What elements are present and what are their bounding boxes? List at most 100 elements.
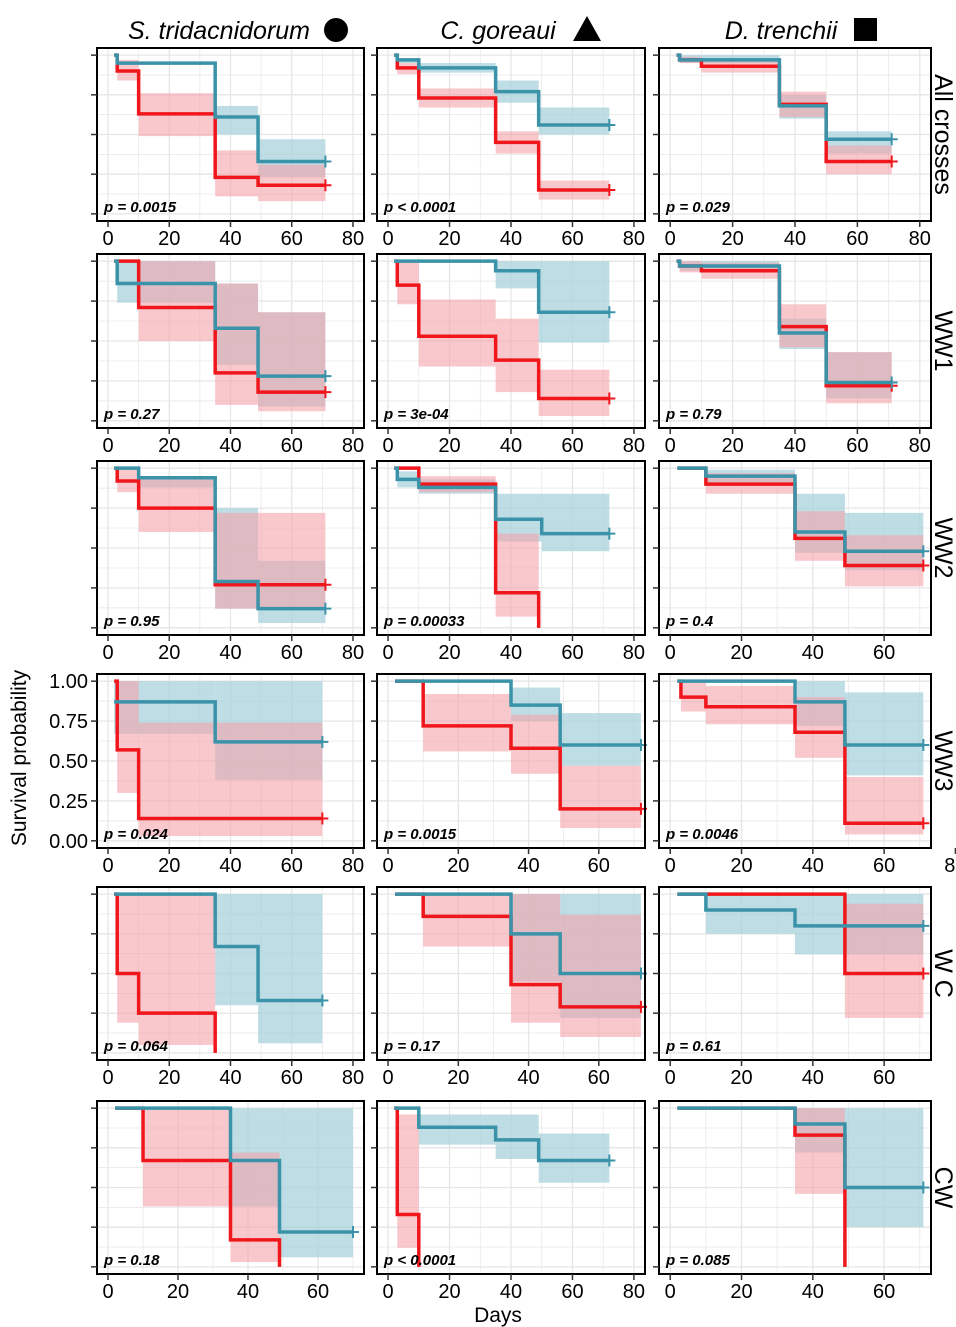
blue-confidence-band: [215, 105, 259, 135]
x-tick-label: 0: [102, 1067, 113, 1089]
red-confidence-band: [138, 894, 216, 1045]
x-tick-label: 40: [802, 855, 824, 877]
x-tick-label: 20: [438, 435, 460, 457]
blue-confidence-band: [538, 1133, 610, 1183]
panel-cw-c-goreaui: 0 20 40 60 80 p < 0.0001: [371, 1100, 646, 1303]
red-censor-mark: [319, 578, 332, 591]
blue-survival-curve: [394, 53, 610, 127]
p-value-label: p = 0.4: [665, 613, 714, 630]
p-value-label: p = 0.79: [665, 406, 722, 423]
red-confidence-band: [844, 776, 924, 835]
x-tick-label: 40: [500, 1281, 522, 1303]
x-tick-label: 20: [447, 1067, 469, 1089]
x-tick-label: 20: [730, 1281, 752, 1303]
blue-survival-curve: [114, 53, 326, 164]
x-tick-label: 80: [342, 1067, 364, 1089]
p-value-label: p = 0.27: [103, 406, 160, 423]
red-confidence-band: [795, 1108, 845, 1194]
x-tick-label: 40: [784, 435, 806, 457]
x-tick-label: 20: [158, 642, 180, 664]
x-tick-label: 0: [102, 435, 113, 457]
x-tick-label: 80: [623, 642, 645, 664]
panel-w-c-c-goreaui: 0 20 40 60 p = 0.17: [371, 886, 647, 1089]
x-tick-label: 60: [873, 642, 895, 664]
blue-survival-curve: [677, 1106, 924, 1190]
blue-survival-curve: [677, 466, 924, 553]
red-confidence-band: [258, 312, 326, 412]
red-confidence-band: [844, 535, 924, 587]
p-value-label: p = 0.95: [103, 613, 160, 630]
x-tick-label: 40: [500, 642, 522, 664]
blue-confidence-band: [495, 1114, 539, 1159]
red-censor-mark: [603, 184, 616, 197]
x-tick-label: 60: [873, 855, 895, 877]
red-censor-mark: [319, 179, 332, 192]
red-confidence-band: [117, 681, 139, 793]
red-survival-curve: [394, 466, 541, 628]
red-confidence-band: [511, 714, 561, 774]
red-confidence-band: [138, 477, 216, 533]
p-value-label: p = 0.0015: [103, 199, 177, 216]
x-tick-label: 60: [281, 1067, 303, 1089]
blue-censor-mark: [917, 545, 930, 558]
p-value-label: p < 0.0001: [383, 199, 456, 216]
p-value-label: p = 0.18: [103, 1252, 160, 1269]
red-confidence-band: [423, 693, 511, 752]
panel-ww1-d-trenchii: 0 20 40 60 80 p = 0.79: [653, 253, 932, 457]
x-tick-label: 80: [342, 228, 364, 250]
red-confidence-band: [143, 1108, 231, 1207]
x-tick-label: 20: [158, 1067, 180, 1089]
red-confidence-band: [418, 299, 496, 367]
x-tick-label: 20: [167, 1281, 189, 1303]
x-tick-label: 0: [102, 855, 113, 877]
red-censor-mark: [917, 967, 930, 980]
panel-w-c-s-tridacnidorum: 0 20 40 60 80 p = 0.064: [91, 886, 365, 1089]
x-tick-label: 40: [802, 1067, 824, 1089]
blue-censor-mark: [885, 133, 898, 146]
panel-all-crosses-c-goreaui: 0 20 40 60 80 p < 0.0001: [371, 47, 646, 250]
square-marker-icon: [854, 18, 877, 41]
x-tick-label: 80: [909, 435, 931, 457]
triangle-marker-icon: [573, 16, 601, 41]
x-tick-label: 60: [588, 1067, 610, 1089]
blue-confidence-band: [258, 894, 323, 1044]
blue-confidence-band: [538, 261, 610, 343]
x-tick-label: 20: [158, 435, 180, 457]
x-tick-label: 0: [102, 1281, 113, 1303]
x-tick-label: 60: [873, 1281, 895, 1303]
p-value-label: p = 0.00033: [383, 613, 465, 630]
red-confidence-band: [117, 894, 139, 1023]
blue-survival-curve: [395, 679, 641, 747]
x-tick-label: 40: [500, 228, 522, 250]
blue-survival-curve: [677, 679, 924, 747]
panel-ww2-d-trenchii: 0 20 40 60 p = 0.4: [653, 460, 932, 664]
x-tick-label: 0: [383, 435, 394, 457]
red-censor-mark: [603, 392, 616, 405]
x-tick-label: 20: [447, 855, 469, 877]
p-value-label: p = 0.17: [383, 1038, 440, 1055]
red-censor-mark: [319, 386, 332, 399]
panel-w-c-d-trenchii: 0 20 40 60 p = 0.61: [653, 886, 932, 1089]
x-tick-label: 80: [623, 228, 645, 250]
blue-survival-curve: [115, 1106, 353, 1234]
red-survival-curve: [394, 259, 610, 401]
blue-confidence-band: [844, 692, 924, 776]
panel-all-crosses-s-tridacnidorum: 0 20 40 60 80 p = 0.0015: [91, 47, 365, 250]
panel-ww2-s-tridacnidorum: 0 20 40 60 80 p = 0.95: [91, 460, 365, 664]
p-value-label: p = 0.0046: [665, 826, 739, 843]
red-survival-curve: [395, 679, 641, 811]
x-axis-title: Days: [474, 1304, 522, 1327]
x-tick-label: 20: [730, 855, 752, 877]
blue-confidence-band: [844, 1108, 924, 1228]
y-tick-label: 1.00: [49, 671, 88, 693]
blue-censor-mark: [603, 527, 616, 540]
x-tick-label: 80: [342, 642, 364, 664]
x-tick-label: 0: [102, 642, 113, 664]
blue-censor-mark: [319, 370, 332, 383]
x-tick-label: 60: [561, 1281, 583, 1303]
x-tick-label: 60: [846, 435, 868, 457]
x-tick-label: 0: [383, 855, 394, 877]
x-tick-label: 40: [237, 1281, 259, 1303]
red-survival-curve: [114, 679, 323, 821]
